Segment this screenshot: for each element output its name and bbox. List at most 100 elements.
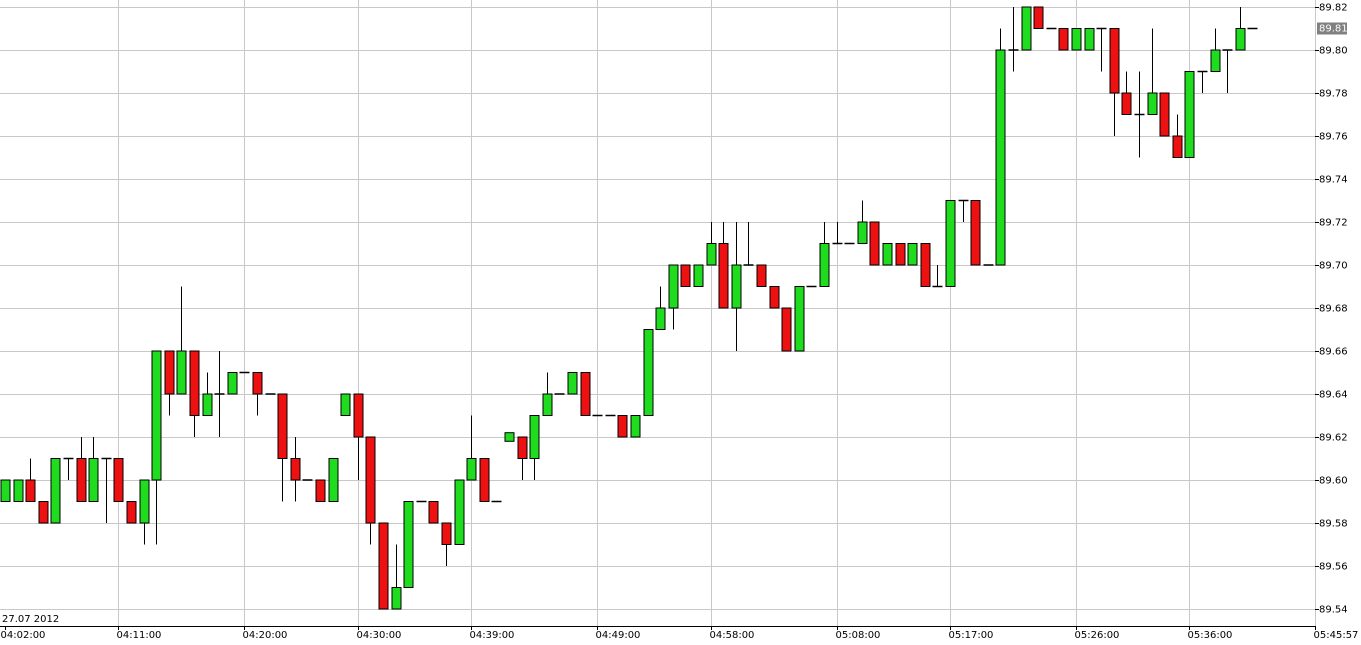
candle-body bbox=[529, 415, 540, 459]
candle-body bbox=[567, 372, 578, 395]
candle-body bbox=[164, 350, 175, 395]
candle-body bbox=[1121, 92, 1132, 115]
y-tick-label: 89.56 bbox=[1319, 562, 1348, 573]
candle-body bbox=[1172, 135, 1183, 158]
candle-body bbox=[0, 479, 11, 502]
y-tick-label: 89.70 bbox=[1319, 261, 1348, 272]
candle-body bbox=[907, 243, 918, 266]
y-tick-label: 89.68 bbox=[1319, 304, 1348, 315]
candle-body bbox=[428, 501, 439, 524]
candle-body bbox=[617, 415, 628, 438]
candle-body bbox=[1109, 28, 1120, 94]
x-tick-label: 04:11:00 bbox=[117, 630, 162, 641]
candle-body bbox=[718, 243, 729, 309]
x-tick-label: 04:20:00 bbox=[243, 630, 288, 641]
candle-body bbox=[340, 393, 351, 416]
candle-body bbox=[1033, 6, 1044, 29]
y-tick-label: 89.78 bbox=[1319, 89, 1348, 100]
candle-body bbox=[202, 393, 213, 416]
candle-body bbox=[151, 350, 162, 481]
candle-body bbox=[1235, 28, 1246, 51]
candle-body bbox=[794, 286, 805, 352]
candle-body bbox=[353, 393, 364, 438]
candle-body bbox=[315, 479, 326, 502]
x-tick-label: 05:45:57 bbox=[1314, 630, 1359, 641]
y-tick-label: 89.72 bbox=[1319, 218, 1348, 229]
candle-body bbox=[680, 264, 691, 287]
current-price-label: 89.81 bbox=[1319, 24, 1348, 35]
candle-body bbox=[945, 200, 956, 287]
candle-body bbox=[25, 479, 36, 502]
candle-body bbox=[277, 393, 288, 459]
y-tick-label: 89.62 bbox=[1319, 433, 1348, 444]
candle-body bbox=[1147, 92, 1158, 115]
x-tick-label: 04:39:00 bbox=[470, 630, 515, 641]
candle-body bbox=[655, 307, 666, 330]
candle-body bbox=[1159, 92, 1170, 137]
candle-body bbox=[517, 436, 528, 459]
candle-body bbox=[50, 458, 61, 524]
y-tick-label: 89.66 bbox=[1319, 347, 1348, 358]
x-tick-label: 04:49:00 bbox=[596, 630, 641, 641]
candle-body bbox=[1210, 49, 1221, 72]
current-price-box bbox=[1317, 22, 1347, 35]
candle-body bbox=[378, 522, 389, 610]
candle-body bbox=[13, 479, 24, 502]
candle-body bbox=[693, 264, 704, 287]
candle-body bbox=[970, 200, 981, 266]
candle-body bbox=[466, 458, 477, 481]
candle-body bbox=[290, 458, 301, 481]
candle-body bbox=[328, 458, 339, 502]
candle-body bbox=[38, 501, 49, 524]
y-tick-label: 89.60 bbox=[1319, 476, 1348, 487]
x-tick-label: 04:30:00 bbox=[357, 630, 402, 641]
candle-body bbox=[580, 372, 591, 416]
candle-body bbox=[668, 264, 679, 309]
candle-body bbox=[995, 49, 1006, 266]
candle-body bbox=[630, 415, 641, 438]
y-tick-label: 89.64 bbox=[1319, 390, 1348, 401]
candle-body bbox=[88, 458, 99, 502]
candle-body bbox=[403, 501, 414, 588]
y-tick-label: 89.54 bbox=[1319, 605, 1348, 616]
candle-body bbox=[1021, 6, 1032, 51]
y-tick-label: 89.82 bbox=[1319, 3, 1348, 14]
candle-body bbox=[189, 350, 200, 416]
candle-body bbox=[769, 286, 780, 309]
x-tick-label: 05:36:00 bbox=[1188, 630, 1233, 641]
candle-body bbox=[504, 432, 515, 442]
candle-body bbox=[869, 221, 880, 266]
candle-body bbox=[479, 458, 490, 502]
candle-body bbox=[781, 307, 792, 352]
candle-body bbox=[920, 243, 931, 287]
candle-body bbox=[227, 372, 238, 395]
candle-body bbox=[895, 243, 906, 266]
candle-body bbox=[643, 329, 654, 416]
candle-body bbox=[139, 479, 150, 524]
x-tick-label: 05:26:00 bbox=[1075, 630, 1120, 641]
y-tick-label: 89.80 bbox=[1319, 46, 1348, 57]
candle-body bbox=[252, 372, 263, 395]
candle-body bbox=[441, 522, 452, 545]
x-tick-label: 05:08:00 bbox=[836, 630, 881, 641]
candle-body bbox=[113, 458, 124, 502]
candle-body bbox=[706, 243, 717, 266]
candle-body bbox=[454, 479, 465, 545]
y-tick-label: 89.74 bbox=[1319, 175, 1348, 186]
candle-body bbox=[1084, 28, 1095, 51]
candle-body bbox=[176, 350, 187, 395]
x-tick-label: 04:02:00 bbox=[1, 630, 46, 641]
candle-body bbox=[76, 458, 87, 502]
candle-body bbox=[1071, 28, 1082, 51]
candle-body bbox=[857, 221, 868, 244]
x-tick-label: 05:17:00 bbox=[949, 630, 994, 641]
x-tick-label: 04:58:00 bbox=[710, 630, 755, 641]
candle-body bbox=[542, 393, 553, 416]
candle-body bbox=[756, 264, 767, 287]
candle-body bbox=[731, 264, 742, 309]
candle-body bbox=[819, 243, 830, 287]
y-tick-label: 89.58 bbox=[1319, 519, 1348, 530]
candle-body bbox=[1184, 71, 1195, 158]
y-tick-label: 89.76 bbox=[1319, 132, 1348, 143]
